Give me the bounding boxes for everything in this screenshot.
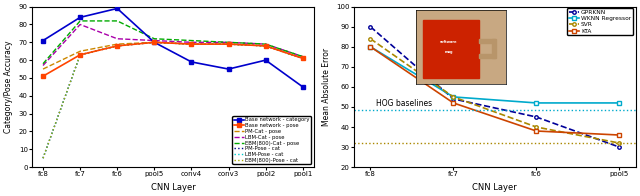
Text: HOG baselines: HOG baselines	[376, 99, 433, 108]
X-axis label: CNN Layer: CNN Layer	[472, 183, 517, 192]
Legend: Base network - category, Base network - pose, PM-Cat - pose, LBM-Cat - pose, EBM: Base network - category, Base network - …	[232, 116, 311, 164]
Y-axis label: Category/Pose Accuracy: Category/Pose Accuracy	[4, 41, 13, 133]
Y-axis label: Mean Absolute Error: Mean Absolute Error	[322, 48, 331, 126]
Legend: GPRKNN, WKNN Regressor, SVR, KTA: GPRKNN, WKNN Regressor, SVR, KTA	[567, 8, 633, 35]
X-axis label: CNN Layer: CNN Layer	[150, 183, 195, 192]
